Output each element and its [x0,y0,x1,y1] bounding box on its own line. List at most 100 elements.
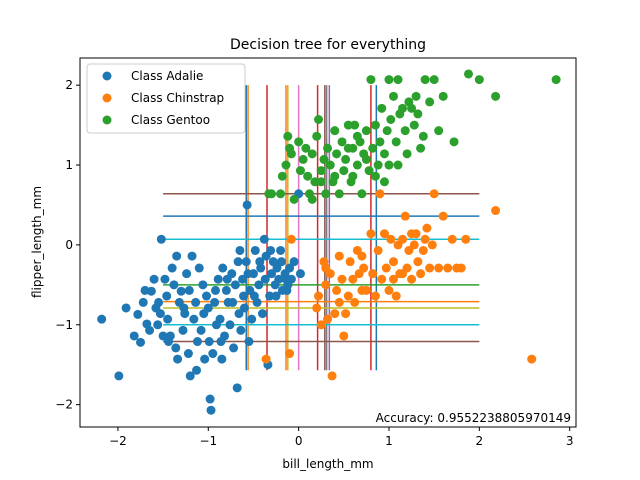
point-series0-20 [168,264,177,273]
point-series1-36 [389,257,398,266]
point-series1-63 [527,355,536,364]
point-series1-1 [285,349,294,358]
point-series2-71 [464,69,473,78]
point-series0-8 [145,326,154,335]
point-series1-50 [421,235,430,244]
point-series2-70 [450,137,459,146]
point-series2-82 [344,144,353,153]
point-series0-111 [266,246,275,255]
point-series1-60 [457,264,466,273]
point-series0-113 [277,257,286,266]
point-series2-73 [491,92,500,101]
point-series2-77 [384,161,393,170]
point-series1-0 [262,355,271,364]
point-series2-64 [419,132,428,141]
point-series1-58 [448,235,457,244]
point-series0-98 [192,366,201,375]
accuracy-annotation: Accuracy: 0.9552238805970149 [376,411,571,425]
legend-label-adalie: Class Adalie [131,69,203,83]
point-series1-24 [359,264,368,273]
point-series2-48 [383,126,392,135]
point-series2-83 [353,132,362,141]
point-series0-0 [97,315,106,324]
legend-marker-gentoo [103,116,112,125]
point-series2-23 [326,161,335,170]
point-series0-107 [244,269,253,278]
point-series2-68 [434,126,443,135]
point-series2-13 [303,172,312,181]
point-series2-63 [416,144,425,153]
point-series1-16 [341,309,350,318]
point-series2-61 [412,92,421,101]
point-series0-51 [222,286,231,295]
point-series2-35 [353,161,362,170]
point-series2-15 [308,149,317,158]
point-series2-8 [290,195,299,204]
y-tick-label: 1 [65,158,73,172]
point-series2-65 [421,75,430,84]
point-series1-41 [401,212,410,221]
point-series2-4 [281,161,290,170]
point-series1-14 [338,275,347,284]
point-series1-4 [314,292,323,301]
point-series1-45 [410,240,419,249]
point-series0-13 [156,309,165,318]
point-series2-19 [317,166,326,175]
point-series2-75 [348,172,357,181]
point-series0-42 [207,406,216,415]
point-series1-29 [374,246,383,255]
point-series0-10 [150,275,159,284]
point-series0-49 [218,264,227,273]
point-series1-28 [371,292,380,301]
point-series1-61 [461,235,470,244]
legend-marker-adalie [103,72,112,81]
point-series0-26 [178,326,187,335]
point-series1-8 [323,315,332,324]
point-series2-9 [294,137,303,146]
point-series0-21 [169,280,178,289]
point-series0-97 [185,286,194,295]
point-series0-17 [162,292,171,301]
point-series2-49 [384,75,393,84]
point-series0-64 [243,200,252,209]
point-series1-25 [362,286,371,295]
point-series1-52 [425,264,434,273]
point-series0-100 [205,337,214,346]
point-series2-52 [392,137,401,146]
x-tick-label: 3 [566,434,574,448]
y-tick-label: −2 [55,398,73,412]
point-series1-2 [287,235,296,244]
point-series2-43 [371,121,380,130]
y-tick-label: −1 [55,318,73,332]
point-series0-18 [163,315,172,324]
point-series1-30 [375,189,384,198]
point-series0-6 [139,298,148,307]
point-series2-39 [362,126,371,135]
point-series0-94 [164,337,173,346]
point-series0-104 [228,298,237,307]
point-series2-37 [357,189,366,198]
point-series1-57 [443,264,452,273]
point-series2-53 [394,75,403,84]
point-series2-17 [312,132,321,141]
point-series2-28 [338,137,347,146]
point-series2-22 [323,144,332,153]
point-series0-101 [211,286,220,295]
point-series1-33 [382,264,391,273]
point-series0-53 [225,320,234,329]
y-tick-label: 0 [65,238,73,252]
point-series0-95 [172,252,181,261]
point-series2-72 [475,75,484,84]
x-tick-label: −1 [199,434,217,448]
point-series2-46 [377,104,386,113]
point-series2-41 [366,75,375,84]
point-series0-96 [179,303,188,312]
point-series0-32 [189,315,198,324]
point-series2-27 [335,189,344,198]
point-series0-112 [272,292,281,301]
point-series2-18 [314,115,323,124]
point-series2-3 [278,172,287,181]
point-series2-7 [287,149,296,158]
point-series0-3 [130,331,139,340]
